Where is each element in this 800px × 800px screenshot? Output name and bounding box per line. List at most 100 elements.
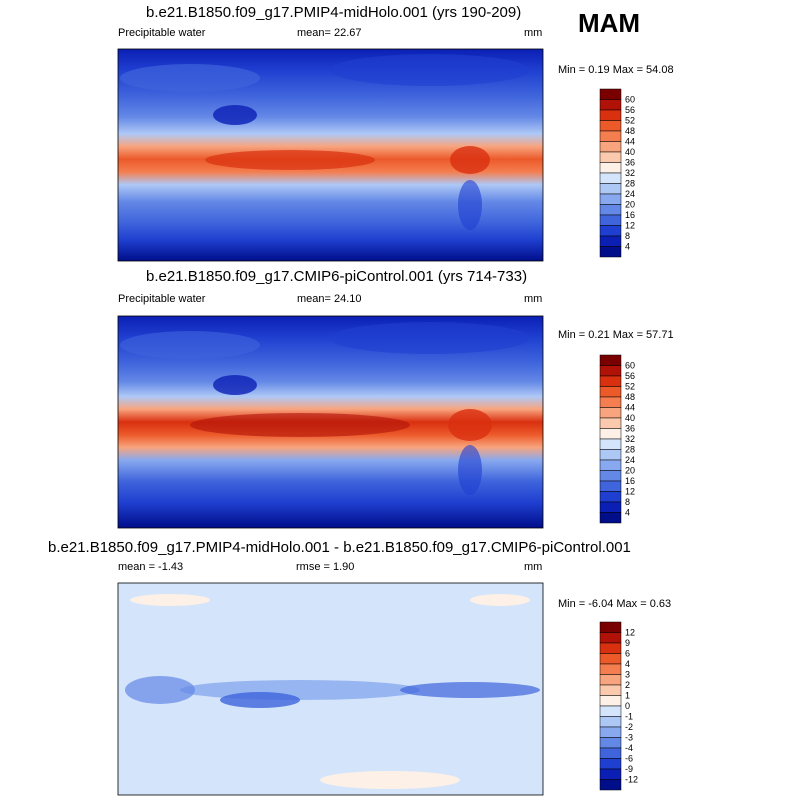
colorbar-swatch <box>599 193 622 205</box>
colorbar-swatch <box>599 386 622 398</box>
colorbar-swatch <box>599 632 622 644</box>
panel3-frame <box>117 582 544 796</box>
colorbar-swatch <box>599 501 622 513</box>
colorbar-tick-label: 28 <box>625 445 635 455</box>
colorbar-swatch <box>599 162 622 174</box>
season-label: MAM <box>578 8 641 38</box>
panel1-feature <box>450 146 490 174</box>
colorbar-tick-label: 3 <box>625 670 630 680</box>
colorbar-swatch <box>599 674 622 686</box>
colorbar-tick-label: 44 <box>625 403 635 413</box>
colorbar-swatch <box>599 716 622 728</box>
colorbar-tick-label: 52 <box>625 382 635 392</box>
colorbar-tick-label: 6 <box>625 649 630 659</box>
colorbar-tick-label: 20 <box>625 466 635 476</box>
colorbar-swatch <box>599 204 622 216</box>
panel2-feature <box>213 375 257 395</box>
colorbar-tick-label: 48 <box>625 126 635 136</box>
panel2-feature <box>448 409 492 441</box>
colorbar-tick-label: 8 <box>625 231 630 241</box>
panel2-units: mm <box>524 293 543 305</box>
colorbar-swatch <box>599 214 622 226</box>
colorbar-swatch <box>599 438 622 450</box>
colorbar-swatch <box>599 642 622 654</box>
colorbar-tick-label: -9 <box>625 764 633 774</box>
colorbar-tick-label: 20 <box>625 200 635 210</box>
colorbar-swatch <box>599 768 622 780</box>
colorbar-tick-label: -6 <box>625 754 633 764</box>
colorbar-swatch <box>599 120 622 132</box>
colorbar-swatch <box>599 99 622 111</box>
colorbar-tick-label: 24 <box>625 455 635 465</box>
panel1-frame <box>117 48 544 262</box>
panel2-feature <box>330 322 530 354</box>
colorbar-tick-label: 4 <box>625 242 630 252</box>
colorbar-swatch <box>599 141 622 153</box>
panel3-minmax: Min = -6.04 Max = 0.63 <box>558 598 672 610</box>
colorbar-tick-label: 60 <box>625 95 635 105</box>
colorbar-swatch <box>599 449 622 461</box>
colorbar-swatch <box>599 246 622 258</box>
colorbar-swatch <box>599 151 622 163</box>
colorbar-tick-label: 56 <box>625 371 635 381</box>
panel2-map <box>117 315 544 529</box>
panel3-rmse: rmse = 1.90 <box>296 561 355 573</box>
colorbar-tick-label: 4 <box>625 508 630 518</box>
colorbar-swatch <box>599 183 622 195</box>
colorbar-swatch <box>599 747 622 759</box>
colorbar-swatch <box>599 653 622 665</box>
colorbar-tick-label: -12 <box>625 775 638 785</box>
colorbar-swatch <box>599 417 622 429</box>
colorbar-tick-label: 60 <box>625 361 635 371</box>
colorbar-swatch <box>599 459 622 471</box>
colorbar-tick-label: 36 <box>625 424 635 434</box>
panel1-feature <box>330 54 530 86</box>
colorbar-swatch <box>599 491 622 503</box>
colorbar-swatch <box>599 480 622 492</box>
colorbar-swatch <box>599 109 622 121</box>
colorbar-swatch <box>599 225 622 237</box>
colorbar-swatch <box>599 726 622 738</box>
panel3-feature <box>220 692 300 708</box>
colorbar-tick-label: 28 <box>625 179 635 189</box>
panel3-mean: mean = -1.43 <box>118 561 184 573</box>
colorbar-swatch <box>599 407 622 419</box>
colorbar-tick-label: 16 <box>625 476 635 486</box>
colorbar-tick-label: 0 <box>625 701 630 711</box>
panel2-frame <box>117 315 544 529</box>
colorbar-tick-label: 52 <box>625 116 635 126</box>
panel3-map <box>117 582 544 796</box>
colorbar-tick-label: 40 <box>625 147 635 157</box>
colorbar-tick-label: 2 <box>625 680 630 690</box>
panel1-variable: Precipitable water <box>118 27 206 39</box>
panel3-feature <box>180 680 420 700</box>
colorbar-swatch <box>599 695 622 707</box>
colorbar-tick-label: -4 <box>625 743 633 753</box>
panel2-feature <box>120 331 260 359</box>
panel3-feature <box>130 594 210 606</box>
colorbar-tick-label: 12 <box>625 628 635 638</box>
colorbar-tick-label: 56 <box>625 105 635 115</box>
colorbar-swatch <box>599 235 622 247</box>
colorbar-swatch <box>599 737 622 749</box>
colorbar-swatch <box>599 470 622 482</box>
colorbar-tick-label: 36 <box>625 158 635 168</box>
panel2-minmax: Min = 0.21 Max = 57.71 <box>558 329 674 341</box>
colorbar-swatch <box>599 663 622 675</box>
colorbar-tick-label: 32 <box>625 168 635 178</box>
colorbar-swatch <box>599 172 622 184</box>
colorbar-tick-label: 12 <box>625 487 635 497</box>
colorbar-swatch <box>599 705 622 717</box>
colorbar-tick-label: 44 <box>625 137 635 147</box>
colorbar-swatch <box>599 621 622 633</box>
panel3-feature <box>320 771 460 789</box>
panel3-title: b.e21.B1850.f09_g17.PMIP4-midHolo.001 - … <box>48 539 631 556</box>
colorbar-swatch <box>599 396 622 408</box>
colorbar-tick-label: 16 <box>625 210 635 220</box>
colorbar-tick-label: -3 <box>625 733 633 743</box>
colorbar-tick-label: -2 <box>625 722 633 732</box>
colorbar-tick-label: 1 <box>625 691 630 701</box>
